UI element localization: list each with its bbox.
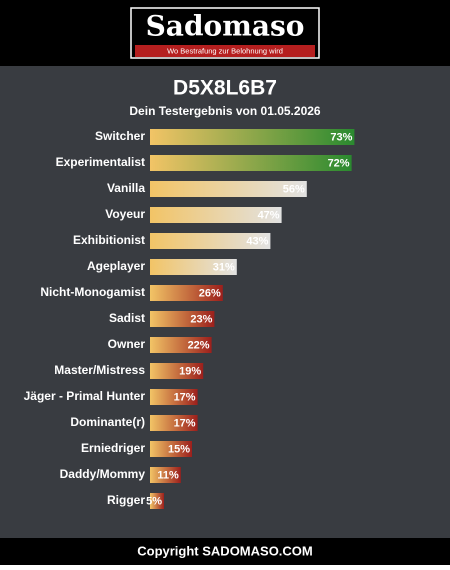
value-label: 72% bbox=[328, 157, 350, 169]
category-label: Sadist bbox=[109, 311, 145, 325]
category-label: Exhibitionist bbox=[73, 233, 145, 247]
value-label: 23% bbox=[190, 313, 212, 325]
bar bbox=[150, 311, 215, 327]
category-label: Voyeur bbox=[105, 207, 145, 221]
category-label: Vanilla bbox=[107, 181, 145, 195]
category-label: Jäger - Primal Hunter bbox=[24, 389, 146, 403]
category-label: Rigger bbox=[107, 493, 145, 507]
tagline: Wo Bestrafung zur Belohnung wird bbox=[167, 46, 283, 55]
value-label: 56% bbox=[283, 183, 305, 195]
tagline-banner bbox=[135, 45, 315, 57]
bar bbox=[150, 441, 192, 457]
bar bbox=[150, 181, 307, 197]
value-label: 43% bbox=[246, 235, 268, 247]
bar bbox=[150, 467, 181, 483]
value-label: 73% bbox=[330, 131, 352, 143]
bar bbox=[150, 363, 204, 379]
category-label: Dominante(r) bbox=[70, 415, 145, 429]
chart-title: D5X8L6B7 bbox=[173, 77, 277, 100]
category-label: Daddy/Mommy bbox=[60, 467, 146, 481]
value-label: 15% bbox=[168, 443, 190, 455]
category-label: Experimentalist bbox=[56, 155, 145, 169]
value-label: 22% bbox=[188, 339, 210, 351]
bar bbox=[150, 285, 223, 301]
bar bbox=[150, 389, 198, 405]
bar bbox=[150, 129, 355, 145]
bar bbox=[150, 415, 198, 431]
chart-subtitle: Dein Testergebnis von 01.05.2026 bbox=[129, 104, 321, 118]
category-label: Ageplayer bbox=[87, 259, 145, 273]
logo-frame bbox=[130, 7, 320, 59]
category-label: Switcher bbox=[95, 129, 145, 143]
bar bbox=[150, 155, 352, 171]
bar bbox=[150, 259, 237, 275]
value-label: 17% bbox=[174, 417, 196, 429]
value-label: 31% bbox=[213, 261, 235, 273]
category-label: Nicht-Monogamist bbox=[40, 285, 145, 299]
bar bbox=[150, 493, 164, 509]
category-label: Master/Mistress bbox=[54, 363, 145, 377]
value-label: 11% bbox=[157, 469, 179, 481]
category-label: Owner bbox=[108, 337, 146, 351]
category-label: Erniedriger bbox=[81, 441, 145, 455]
value-label: 17% bbox=[174, 391, 196, 403]
value-label: 26% bbox=[199, 287, 221, 299]
value-label: 5% bbox=[146, 495, 162, 507]
bar bbox=[150, 207, 282, 223]
footer: Copyright SADOMASO.COM bbox=[137, 543, 313, 558]
value-label: 47% bbox=[258, 209, 280, 221]
bar bbox=[150, 233, 271, 249]
logo: Sadomaso bbox=[146, 10, 305, 43]
bar bbox=[150, 337, 212, 353]
value-label: 19% bbox=[179, 365, 201, 377]
footer-bg bbox=[0, 538, 450, 565]
